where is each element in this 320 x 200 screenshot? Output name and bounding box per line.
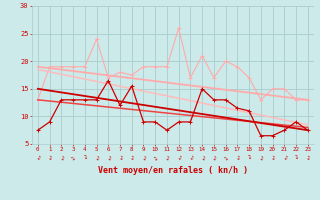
Text: ↴: ↴ (223, 155, 228, 160)
Text: ↴: ↴ (281, 155, 287, 162)
Text: ↴: ↴ (211, 155, 217, 162)
Text: ↴: ↴ (36, 155, 40, 160)
Text: ↴: ↴ (305, 155, 310, 160)
Text: ↴: ↴ (58, 155, 64, 161)
Text: ↴: ↴ (269, 155, 276, 162)
Text: ↴: ↴ (199, 155, 205, 162)
Text: ↴: ↴ (106, 155, 111, 160)
Text: ↴: ↴ (259, 155, 263, 160)
Text: ↴: ↴ (176, 155, 182, 161)
Text: ↴: ↴ (117, 155, 123, 162)
Text: ↴: ↴ (140, 155, 147, 162)
Text: ↴: ↴ (234, 155, 240, 161)
X-axis label: Vent moyen/en rafales ( kn/h ): Vent moyen/en rafales ( kn/h ) (98, 166, 248, 175)
Text: ↴: ↴ (129, 155, 135, 161)
Text: ↴: ↴ (93, 155, 100, 162)
Text: ↴: ↴ (82, 155, 88, 162)
Text: ↴: ↴ (153, 155, 157, 160)
Text: ↴: ↴ (70, 155, 76, 161)
Text: ↴: ↴ (46, 155, 53, 162)
Text: ↴: ↴ (164, 155, 170, 161)
Text: ↴: ↴ (187, 155, 194, 162)
Text: ↴: ↴ (292, 155, 300, 162)
Text: ↴: ↴ (246, 155, 252, 162)
